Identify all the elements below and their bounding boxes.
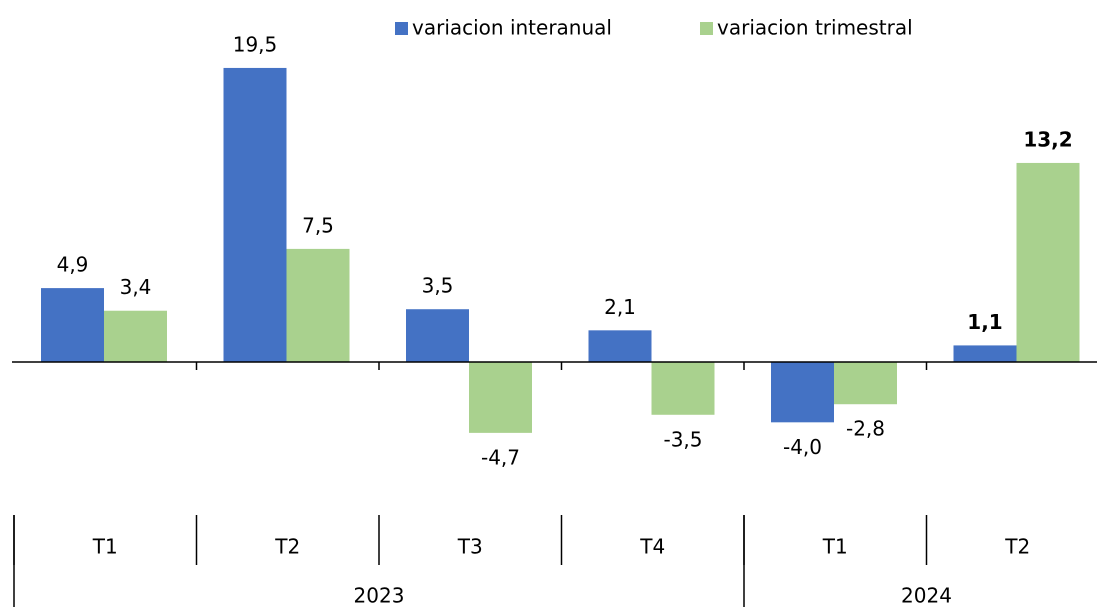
data-label: 19,5 xyxy=(233,32,278,56)
bar xyxy=(834,362,897,405)
data-label: 3,5 xyxy=(422,274,454,298)
bar xyxy=(651,362,715,415)
bar xyxy=(588,330,652,362)
bar xyxy=(953,345,1017,362)
x-tick-label: T2 xyxy=(274,535,300,559)
legend-label: variacion trimestral xyxy=(717,16,913,40)
bar xyxy=(406,309,469,362)
x-tick-label: T4 xyxy=(639,535,665,559)
data-label: 3,4 xyxy=(120,275,152,299)
data-label: -2,8 xyxy=(846,417,885,441)
group-label: 2024 xyxy=(901,584,952,607)
legend-label: variacion interanual xyxy=(412,16,612,40)
legend-swatch xyxy=(395,22,408,35)
data-label: 1,1 xyxy=(967,310,1002,334)
x-tick-label: T3 xyxy=(457,535,483,559)
data-label: -4,0 xyxy=(783,435,822,459)
bar xyxy=(286,248,350,362)
bar xyxy=(41,288,104,362)
data-label: 4,9 xyxy=(57,253,89,277)
x-tick-label: T2 xyxy=(1004,535,1030,559)
data-label: 7,5 xyxy=(302,213,334,237)
group-label: 2023 xyxy=(354,584,405,607)
legend-swatch xyxy=(700,22,713,35)
data-label: -4,7 xyxy=(481,445,520,469)
data-label: -3,5 xyxy=(663,427,702,451)
data-label: 2,1 xyxy=(604,295,636,319)
bar xyxy=(771,362,834,423)
x-tick-label: T1 xyxy=(92,535,118,559)
bar xyxy=(469,362,532,433)
x-tick-label: T1 xyxy=(822,535,848,559)
data-label: 13,2 xyxy=(1023,127,1072,151)
bar xyxy=(223,67,287,362)
bar xyxy=(104,310,167,362)
bar xyxy=(1016,162,1080,362)
